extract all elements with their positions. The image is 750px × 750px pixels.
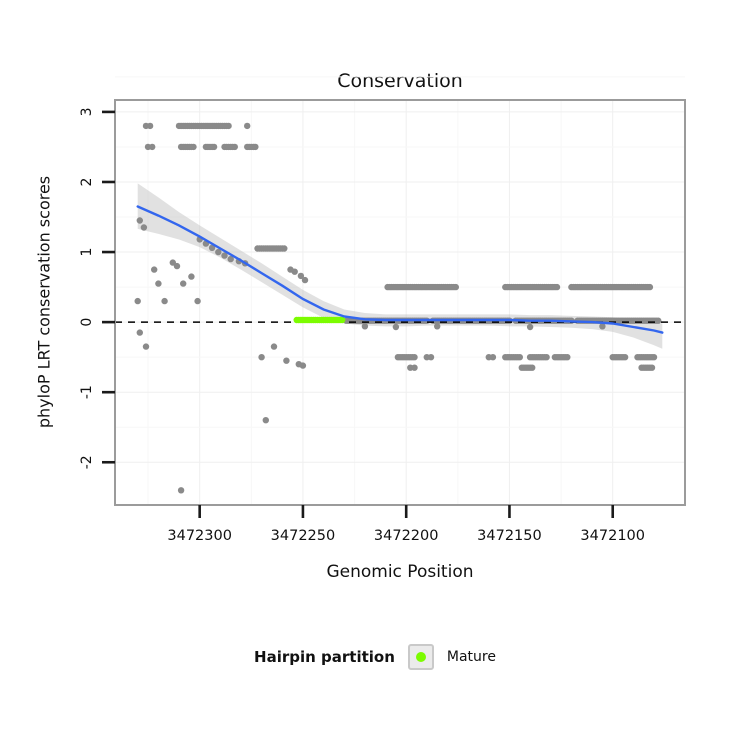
scatter-point bbox=[177, 487, 185, 494]
smooth-line bbox=[136, 205, 664, 334]
scatter-point bbox=[142, 343, 150, 350]
scatter-point bbox=[231, 143, 238, 151]
scatter-point bbox=[252, 143, 259, 151]
scatter-point bbox=[599, 323, 606, 330]
scatter-point bbox=[621, 354, 629, 361]
scatter-point bbox=[180, 280, 187, 287]
scatter-point bbox=[564, 354, 571, 361]
scatter-point bbox=[258, 354, 265, 361]
scatter-point bbox=[188, 273, 195, 280]
scatter-point bbox=[194, 297, 201, 305]
scatter-point bbox=[291, 268, 298, 275]
scatter-point bbox=[134, 297, 141, 305]
scatter-point bbox=[281, 245, 288, 252]
y-tick-label: 3 bbox=[79, 107, 95, 116]
scatter-point bbox=[361, 323, 369, 330]
y-tick-label: 1 bbox=[79, 248, 95, 257]
scatter-point bbox=[301, 276, 309, 284]
scatter-point bbox=[427, 354, 435, 361]
x-axis-label: Genomic Position bbox=[326, 562, 474, 582]
scatter-point bbox=[215, 248, 222, 256]
scatter-point bbox=[650, 354, 658, 361]
scatter-point bbox=[655, 317, 662, 324]
y-axis-ticks: -2 -1 0 1 2 3 bbox=[79, 107, 115, 469]
scatter-point bbox=[151, 266, 158, 273]
scatter-point bbox=[516, 354, 523, 361]
y-tick-label: -2 bbox=[79, 455, 95, 469]
x-tick-label: 3472200 bbox=[374, 528, 439, 544]
scatter-point bbox=[221, 252, 228, 259]
scatter-point bbox=[434, 323, 441, 330]
scatter-point bbox=[529, 364, 536, 371]
y-tick-label: 2 bbox=[79, 178, 95, 187]
x-tick-label: 3472300 bbox=[167, 528, 232, 544]
chart-title: Conservation bbox=[337, 70, 463, 92]
scatter-point bbox=[283, 357, 290, 364]
scatter-point bbox=[411, 354, 418, 361]
scatter-point bbox=[227, 255, 234, 263]
confidence-ribbon bbox=[137, 183, 663, 349]
scatter-point bbox=[299, 362, 307, 369]
scatter-points-mature bbox=[293, 316, 346, 324]
legend: Hairpin partition Mature bbox=[0, 642, 750, 672]
scatter-point bbox=[553, 283, 561, 291]
scatter-point bbox=[452, 283, 459, 291]
scatter-point bbox=[489, 354, 497, 361]
scatter-point bbox=[169, 259, 176, 266]
scatter-point bbox=[146, 122, 154, 130]
scatter-point bbox=[543, 354, 550, 361]
x-tick-label: 3472100 bbox=[580, 528, 645, 544]
x-tick-label: 3472150 bbox=[477, 528, 542, 544]
scatter-point bbox=[262, 417, 269, 424]
y-tick-label: 0 bbox=[79, 318, 95, 327]
scatter-point bbox=[140, 224, 148, 231]
scatter-point bbox=[136, 329, 143, 336]
scatter-point bbox=[648, 364, 656, 371]
legend-item-label: Mature bbox=[446, 649, 496, 665]
scatter-point bbox=[526, 323, 534, 331]
scatter-point bbox=[136, 217, 143, 224]
scatter-point bbox=[155, 280, 162, 287]
scatter-point bbox=[297, 272, 305, 280]
scatter-point bbox=[149, 143, 156, 151]
scatter-point bbox=[225, 122, 232, 130]
mature-dot-icon bbox=[415, 652, 426, 662]
scatter-point bbox=[646, 283, 654, 291]
scatter-point bbox=[173, 262, 181, 270]
x-axis-ticks: 3472300 3472250 3472200 3472150 3472100 bbox=[167, 505, 645, 544]
scatter-point bbox=[208, 244, 216, 251]
mature-point bbox=[339, 316, 346, 324]
legend-title: Hairpin partition bbox=[254, 648, 395, 666]
plot-panel bbox=[115, 100, 685, 505]
x-tick-label: 3472250 bbox=[271, 528, 336, 544]
scatter-point bbox=[210, 143, 218, 151]
legend-key bbox=[407, 644, 434, 670]
scatter-point bbox=[270, 343, 278, 350]
panel-border bbox=[114, 99, 686, 506]
scatter-point bbox=[161, 297, 168, 305]
scatter-point bbox=[244, 122, 251, 130]
scatter-point bbox=[190, 143, 197, 151]
scatter-point bbox=[411, 364, 418, 371]
y-tick-label: -1 bbox=[79, 385, 95, 399]
scatter-point bbox=[392, 323, 400, 331]
